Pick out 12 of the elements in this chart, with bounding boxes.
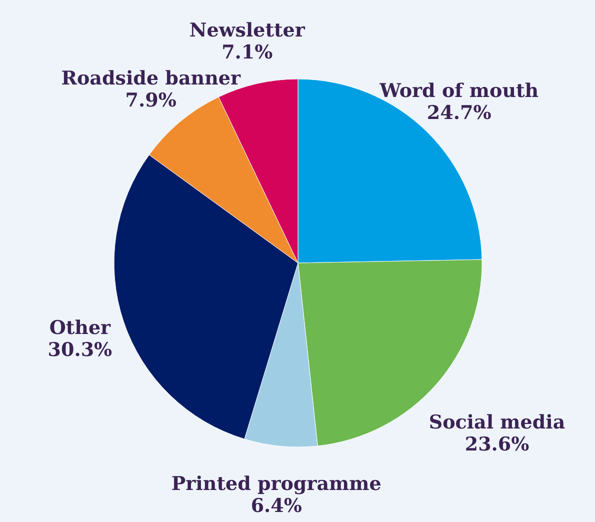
data-label: 6.4% xyxy=(250,494,302,517)
slice-label: Roadside banner xyxy=(61,67,242,90)
data-label: 7.9% xyxy=(125,89,176,112)
data-label: 23.6% xyxy=(464,433,530,456)
slice-label: Social media xyxy=(428,411,566,434)
slice-label: Printed programme xyxy=(171,472,382,495)
slice-label: Word of mouth xyxy=(378,80,539,102)
slice-label: Newsletter xyxy=(189,20,306,42)
data-label: 7.1% xyxy=(222,42,273,64)
data-label: 24.7% xyxy=(426,102,492,124)
slice-label: Other xyxy=(49,317,112,340)
data-label: 30.3% xyxy=(48,339,112,362)
